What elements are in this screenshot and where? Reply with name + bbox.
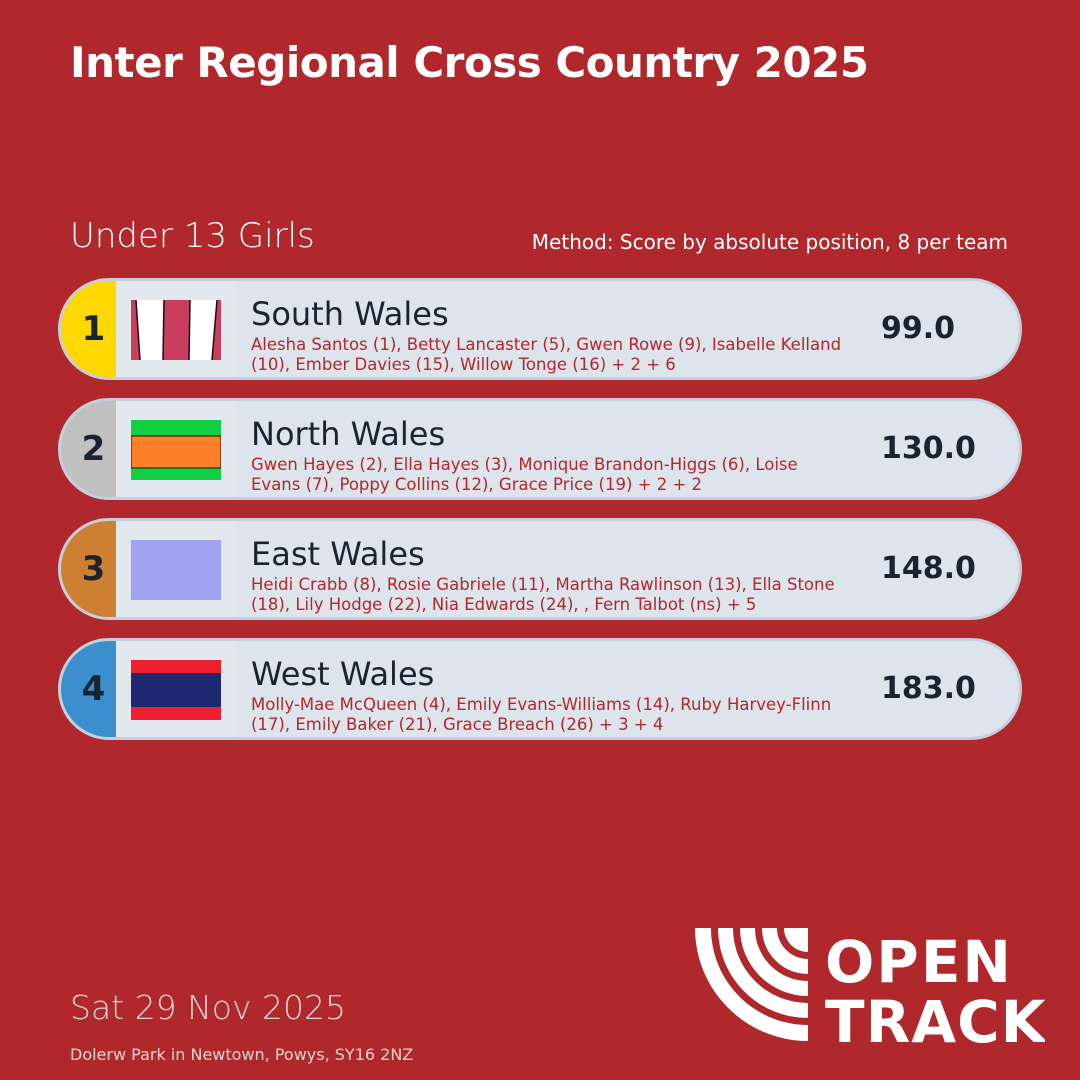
team-flag bbox=[131, 299, 221, 361]
logo-arc bbox=[695, 928, 808, 1041]
team-score: 148.0 bbox=[881, 551, 976, 586]
result-card: 4 West Wales Molly-Mae McQueen (4), Emil… bbox=[58, 638, 1022, 740]
scoring-method: Method: Score by absolute position, 8 pe… bbox=[531, 230, 1008, 254]
category-title: Under 13 Girls bbox=[70, 216, 315, 256]
event-date: Sat 29 Nov 2025 bbox=[70, 988, 346, 1027]
result-card: 3 East Wales Heidi Crabb (8), Rosie Gabr… bbox=[58, 518, 1022, 620]
team-members: Molly-Mae McQueen (4), Emily Evans-Willi… bbox=[251, 695, 832, 734]
logo-arc bbox=[784, 928, 808, 952]
team-name: North Wales bbox=[251, 415, 446, 453]
team-name: East Wales bbox=[251, 535, 425, 573]
logo-arc bbox=[762, 928, 808, 974]
rank-badge: 1 bbox=[61, 281, 116, 377]
result-card: 2 North Wales Gwen Hayes (2), Ella Hayes… bbox=[58, 398, 1022, 500]
opentrack-logo: OPEN TRACK bbox=[695, 928, 1045, 1046]
team-flag bbox=[131, 540, 221, 600]
team-name: West Wales bbox=[251, 655, 435, 693]
logo-arc bbox=[740, 928, 808, 996]
team-score: 183.0 bbox=[881, 671, 976, 706]
rank-badge: 4 bbox=[61, 641, 116, 737]
team-members: Gwen Hayes (2), Ella Hayes (3), Monique … bbox=[251, 455, 798, 494]
page-title: Inter Regional Cross Country 2025 bbox=[70, 38, 869, 87]
svg-text:TRACK: TRACK bbox=[825, 988, 1045, 1046]
event-venue: Dolerw Park in Newtown, Powys, SY16 2NZ bbox=[70, 1045, 414, 1064]
team-name: South Wales bbox=[251, 295, 449, 333]
team-members: Alesha Santos (1), Betty Lancaster (5), … bbox=[251, 335, 842, 374]
result-card: 1 South Wales Alesha Santos (1), Betty L… bbox=[58, 278, 1022, 380]
svg-text:OPEN: OPEN bbox=[825, 928, 1013, 996]
logo-arc bbox=[718, 928, 808, 1018]
rank-badge: 2 bbox=[61, 401, 116, 497]
team-flag bbox=[131, 660, 221, 720]
team-flag bbox=[130, 420, 222, 480]
rank-badge: 3 bbox=[61, 521, 116, 617]
team-score: 99.0 bbox=[881, 311, 956, 346]
team-score: 130.0 bbox=[881, 431, 976, 466]
team-members: Heidi Crabb (8), Rosie Gabriele (11), Ma… bbox=[251, 575, 835, 614]
